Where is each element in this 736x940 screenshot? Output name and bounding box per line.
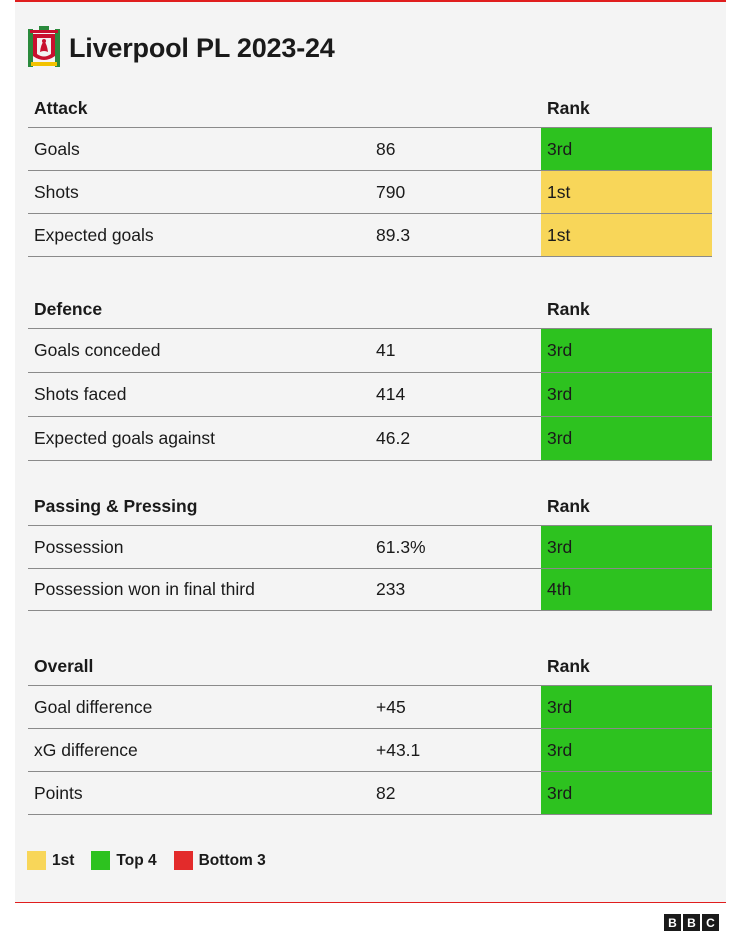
stats-card: Liverpool PL 2023-24 Attack Rank Goals 86 3r…: [15, 0, 726, 902]
section-header: Passing & Pressing Rank: [28, 488, 712, 526]
table-row: Shots faced 414 3rd: [28, 373, 712, 417]
stat-label: Goal difference: [34, 696, 153, 717]
stat-label: Expected goals against: [34, 428, 215, 448]
section-defence: Defence Rank Goals conceded 41 3rd Shots face…: [28, 291, 712, 461]
stat-value: 82: [376, 782, 396, 803]
section-header: Defence Rank: [28, 291, 712, 329]
rank-cell: 3rd: [541, 729, 712, 771]
stat-value: 86: [376, 138, 396, 159]
stat-label: Shots: [34, 181, 79, 202]
stat-label: Goals conceded: [34, 340, 161, 360]
table-row: Expected goals 89.3 1st: [28, 214, 712, 257]
table-row: Expected goals against 46.2 3rd: [28, 417, 712, 461]
rank-cell: 3rd: [541, 772, 712, 814]
stat-label: Goals: [34, 138, 80, 159]
stat-label: Shots faced: [34, 384, 127, 404]
section-title: Defence: [34, 299, 103, 319]
rank-cell: 3rd: [541, 329, 712, 372]
bbc-logo-block: B: [664, 914, 681, 931]
rank-cell: 3rd: [541, 417, 712, 460]
legend-swatch: [173, 851, 193, 870]
rank-cell: 4th: [541, 569, 712, 610]
stat-label: Possession: [34, 536, 124, 557]
stat-label: xG difference: [34, 739, 138, 760]
legend-label: Bottom 3: [198, 851, 266, 869]
rank-cell: 3rd: [541, 373, 712, 416]
legend-label: 1st: [52, 851, 75, 869]
stat-value: +43.1: [376, 739, 421, 760]
footer-divider: [15, 902, 726, 903]
legend-swatch: [27, 851, 46, 870]
section-header: Overall Rank: [28, 648, 712, 686]
stat-value: 233: [376, 579, 406, 599]
table-row: Possession won in final third 233 4th: [28, 569, 712, 611]
table-row: xG difference +43.1 3rd: [28, 729, 712, 772]
section-overall: Overall Rank Goal difference +45 3rd xG diffe…: [28, 648, 712, 815]
bbc-logo-block: B: [683, 914, 700, 931]
stat-label: Expected goals: [34, 224, 154, 245]
table-row: Points 82 3rd: [28, 772, 712, 815]
stat-value: 61.3%: [376, 536, 426, 557]
rank-column-header: Rank: [547, 98, 590, 118]
section-title: Attack: [34, 98, 88, 118]
header: Liverpool PL 2023-24: [27, 26, 335, 70]
rank-cell: 3rd: [541, 686, 712, 728]
stat-value: 46.2: [376, 428, 411, 448]
rank-column-header: Rank: [547, 496, 590, 516]
rank-column-header: Rank: [547, 656, 590, 676]
stat-value: 41: [376, 340, 396, 360]
table-row: Goals conceded 41 3rd: [28, 329, 712, 373]
stat-value: 414: [376, 384, 406, 404]
table-row: Goals 86 3rd: [28, 128, 712, 171]
rank-cell: 1st: [541, 214, 712, 256]
section-header: Attack Rank: [28, 90, 712, 128]
rank-cell: 1st: [541, 171, 712, 213]
rank-cell: 3rd: [541, 128, 712, 170]
stat-value: 89.3: [376, 224, 411, 245]
rank-column-header: Rank: [547, 299, 590, 319]
table-row: Goal difference +45 3rd: [28, 686, 712, 729]
stat-label: Points: [34, 782, 83, 803]
bbc-logo-block: C: [702, 914, 719, 931]
stat-value: +45: [376, 696, 406, 717]
table-row: Shots 790 1st: [28, 171, 712, 214]
section-passing-pressing: Passing & Pressing Rank Possession 61.3% 3rd…: [28, 488, 712, 611]
section-attack: Attack Rank Goals 86 3rd Shots 790 1st Expected …: [28, 90, 712, 257]
legend-item: Top 4: [91, 851, 157, 870]
section-title: Passing & Pressing: [34, 496, 198, 516]
rank-cell: 3rd: [541, 526, 712, 568]
liverpool-crest-icon: [28, 26, 60, 67]
table-row: Possession 61.3% 3rd: [28, 526, 712, 569]
section-title: Overall: [34, 656, 94, 676]
legend-item: 1st: [27, 851, 74, 870]
stat-label: Possession won in final third: [34, 579, 255, 599]
legend: 1st Top 4 Bottom 3: [27, 851, 283, 870]
legend-swatch: [91, 851, 111, 870]
legend-label: Top 4: [116, 851, 157, 869]
legend-item: Bottom 3: [173, 851, 266, 870]
stat-value: 790: [376, 181, 406, 202]
page-title: Liverpool PL 2023-24: [69, 32, 335, 63]
